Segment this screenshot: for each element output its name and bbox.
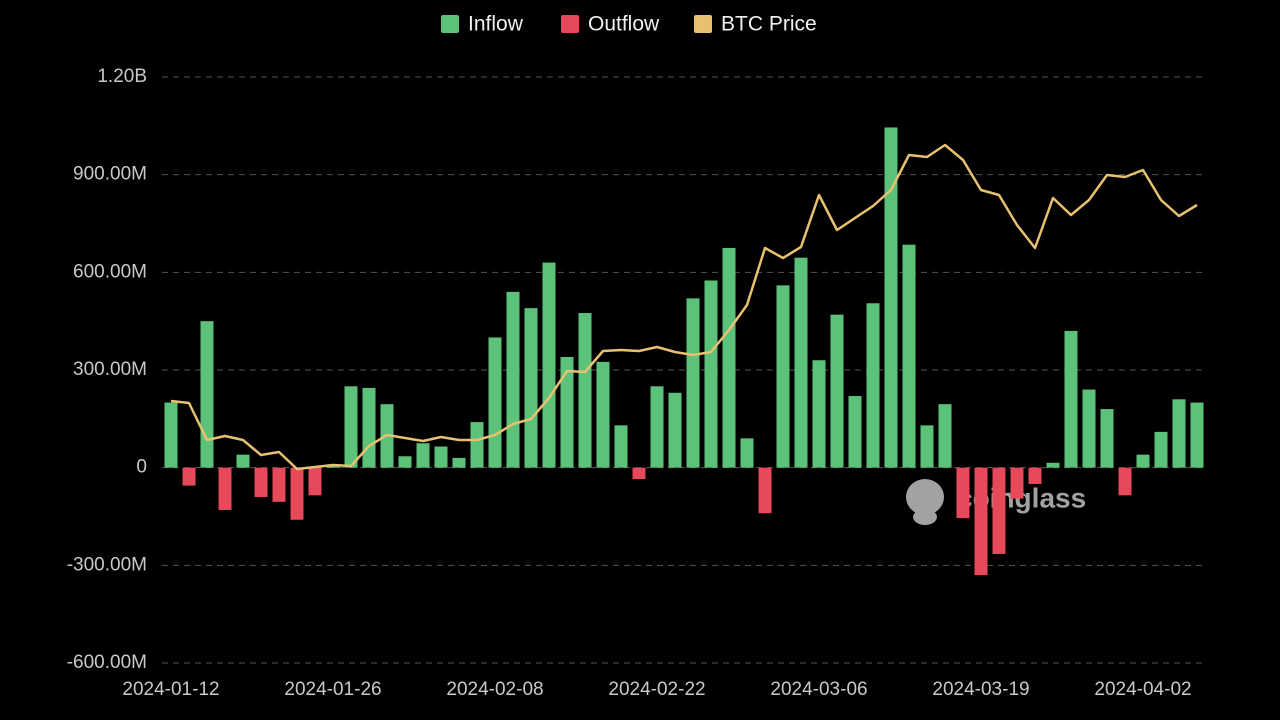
bar (1154, 431, 1168, 468)
y-tick-label: 600.00M (73, 261, 147, 282)
bar (182, 467, 196, 486)
bar (596, 361, 610, 468)
x-tick-label: 2024-03-06 (770, 679, 867, 700)
bar (272, 467, 286, 502)
bar (452, 457, 466, 468)
x-tick-label: 2024-02-08 (446, 679, 543, 700)
y-tick-label: -300.00M (67, 554, 147, 575)
bar (236, 454, 250, 468)
watermark-logo (906, 479, 944, 515)
y-tick-label: 0 (136, 457, 147, 478)
bar (740, 438, 754, 468)
bar (416, 443, 430, 468)
price-line (170, 143, 1198, 471)
bar (758, 467, 772, 514)
bar (902, 244, 916, 468)
watermark-logo (913, 509, 937, 525)
bar (920, 425, 934, 468)
bar (1172, 399, 1186, 468)
legend-swatch (441, 15, 459, 33)
bar (164, 402, 178, 468)
legend-swatch (694, 15, 712, 33)
bar (632, 467, 646, 480)
bar (830, 314, 844, 468)
bar (524, 308, 538, 468)
bar (560, 356, 574, 468)
bar (578, 313, 592, 468)
bar (218, 467, 232, 510)
bar (992, 467, 1006, 554)
bar (542, 262, 556, 468)
bar (344, 386, 358, 468)
bar (614, 425, 628, 468)
bar (650, 386, 664, 468)
bar (254, 467, 268, 497)
bar (1028, 467, 1042, 484)
bar (1046, 462, 1060, 468)
bar (668, 392, 682, 468)
x-tick-label: 2024-02-22 (608, 679, 705, 700)
bar (308, 467, 322, 496)
bar (704, 280, 718, 468)
bar (506, 291, 520, 468)
y-tick-label: 300.00M (73, 359, 147, 380)
y-tick-label: 1.20B (97, 66, 147, 87)
bar (1118, 467, 1132, 496)
bar (812, 360, 826, 468)
bar (488, 337, 502, 468)
bar (290, 467, 304, 520)
bar (866, 303, 880, 468)
bar (956, 467, 970, 519)
legend-text: Outflow (588, 13, 660, 36)
bar (938, 404, 952, 468)
bar (434, 446, 448, 468)
bar (722, 247, 736, 468)
bar (1136, 454, 1150, 468)
bar (1064, 330, 1078, 468)
bar (794, 257, 808, 468)
y-tick-label: 900.00M (73, 164, 147, 185)
x-tick-label: 2024-03-19 (932, 679, 1029, 700)
y-tick-label: -600.00M (67, 652, 147, 673)
legend-text: BTC Price (721, 13, 817, 36)
bar (848, 396, 862, 468)
x-tick-label: 2024-04-02 (1094, 679, 1191, 700)
bar (470, 422, 484, 468)
bar (1082, 389, 1096, 468)
bar (398, 456, 412, 468)
x-tick-label: 2024-01-26 (284, 679, 381, 700)
bar (1100, 409, 1114, 468)
bar (200, 321, 214, 468)
bar (1190, 402, 1204, 468)
grid (162, 76, 1205, 664)
bar (362, 387, 376, 468)
x-tick-label: 2024-01-12 (122, 679, 219, 700)
legend-swatch (561, 15, 579, 33)
bar (974, 467, 988, 576)
bar (776, 285, 790, 468)
legend-text: Inflow (468, 13, 524, 36)
bar (686, 298, 700, 468)
bar (884, 127, 898, 468)
bar (1010, 467, 1024, 499)
